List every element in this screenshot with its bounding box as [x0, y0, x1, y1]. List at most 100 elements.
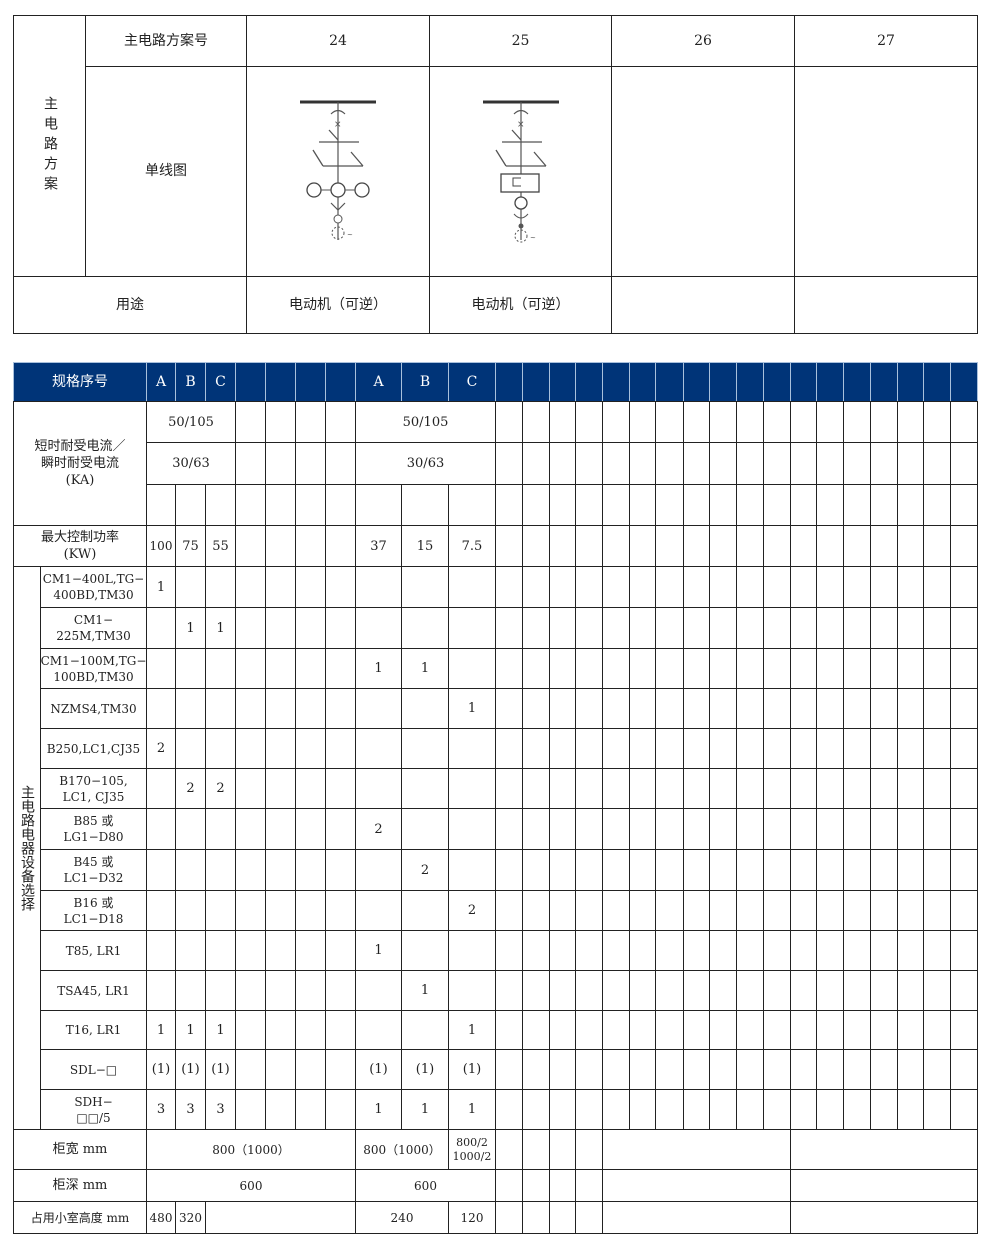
empty-cell [495, 1201, 523, 1234]
equipment-item-value [655, 890, 684, 931]
equipment-item-value [897, 768, 924, 809]
header-col-empty [629, 362, 656, 402]
equipment-item-value [522, 970, 550, 1011]
equipment-item-name: CM1−400L,TG− 400BD,TM30 [40, 566, 147, 608]
equipment-item-value [575, 890, 603, 931]
equipment-item-name: B45 或 LC1−D32 [40, 849, 147, 891]
equipment-item-value [175, 648, 206, 689]
equipment-item-value [448, 607, 496, 649]
empty-cell [549, 401, 576, 443]
empty-cell [816, 484, 844, 526]
equipment-item-value [575, 607, 603, 649]
equipment-item-value [816, 890, 844, 931]
equipment-item-value [265, 648, 296, 689]
equipment-item-value [355, 1010, 402, 1050]
header-col: C [205, 362, 236, 402]
equipment-item-value [355, 566, 402, 608]
empty-cell [763, 484, 791, 526]
equipment-item-value [325, 930, 356, 971]
header-col: A [355, 362, 402, 402]
depth-value: 600 [146, 1169, 356, 1202]
equipment-item-value [355, 607, 402, 649]
header-col: A [146, 362, 176, 402]
equipment-item-value [843, 768, 871, 809]
equipment-item-value [816, 970, 844, 1011]
equipment-item-value [736, 768, 764, 809]
equipment-item-value [709, 970, 737, 1011]
empty-cell [549, 484, 576, 526]
power-value: 15 [401, 525, 449, 567]
equipment-item-value [235, 1089, 266, 1130]
equipment-item-value [950, 1049, 978, 1090]
empty-cell [843, 442, 871, 485]
equipment-item-value [401, 1010, 449, 1050]
power-value: 55 [205, 525, 236, 567]
empty-cell [629, 401, 656, 443]
equipment-item-name: SDH− □□/5 [40, 1089, 147, 1130]
scheme-number: 24 [246, 15, 430, 67]
equipment-item-name: T85, LR1 [40, 930, 147, 971]
equipment-item-value [265, 728, 296, 769]
equipment-item-value [763, 970, 791, 1011]
equipment-item-value [175, 930, 206, 971]
equipment-item-value [325, 728, 356, 769]
equipment-item-value [522, 890, 550, 931]
empty-cell [522, 401, 550, 443]
equipment-item-value [549, 1089, 576, 1130]
equipment-item-value [355, 728, 402, 769]
single-line-diagram-25-icon: × ~ [483, 100, 559, 243]
header-col-empty [870, 362, 898, 402]
equipment-item-value [655, 566, 684, 608]
equipment-item-value [401, 607, 449, 649]
purpose-value: 电动机（可逆） [246, 276, 430, 334]
equipment-item-value [950, 849, 978, 891]
equipment-item-value [522, 566, 550, 608]
power-value [602, 525, 630, 567]
empty-cell [897, 401, 924, 443]
equipment-item-value [495, 970, 523, 1011]
scheme-number: 27 [794, 15, 978, 67]
equipment-item-value: (1) [146, 1049, 176, 1090]
equipment-item-value [736, 1049, 764, 1090]
equipment-item-value [843, 1010, 871, 1050]
equipment-item-value [325, 648, 356, 689]
empty-cell [325, 442, 356, 485]
equipment-item-value [205, 566, 236, 608]
equipment-item-value [655, 808, 684, 850]
equipment-item-value [683, 970, 710, 1011]
equipment-item-value [205, 648, 236, 689]
equipment-item-value [355, 849, 402, 891]
equipment-item-value [522, 849, 550, 891]
equipment-item-value [763, 890, 791, 931]
empty-cell [602, 401, 630, 443]
width-value: 800（1000） [355, 1129, 449, 1170]
equipment-item-value [629, 648, 656, 689]
equipment-item-value [897, 970, 924, 1011]
empty-cell [495, 1129, 523, 1170]
equipment-item-value [923, 930, 951, 971]
equipment-item-value [736, 566, 764, 608]
equipment-item-value [923, 566, 951, 608]
equipment-item-value [549, 566, 576, 608]
equipment-item-value [549, 768, 576, 809]
equipment-item-value [448, 849, 496, 891]
equipment-item-value [897, 1049, 924, 1090]
equipment-item-value [923, 768, 951, 809]
height-label: 占用小室高度 mm [13, 1201, 147, 1234]
equipment-item-value [549, 728, 576, 769]
equipment-item-value [950, 1089, 978, 1130]
equipment-item-value [175, 970, 206, 1011]
equipment-item-value: 1 [401, 648, 449, 689]
header-col-empty [843, 362, 871, 402]
equipment-item-value [763, 1089, 791, 1130]
equipment-item-value [709, 566, 737, 608]
equipment-item-value [495, 1049, 523, 1090]
equipment-item-value [763, 688, 791, 729]
width-label: 柜宽 mm [13, 1129, 147, 1170]
power-value [575, 525, 603, 567]
power-value [495, 525, 523, 567]
equipment-item-value [655, 1089, 684, 1130]
power-value [763, 525, 791, 567]
equipment-item-value [950, 566, 978, 608]
equipment-item-value [736, 808, 764, 850]
